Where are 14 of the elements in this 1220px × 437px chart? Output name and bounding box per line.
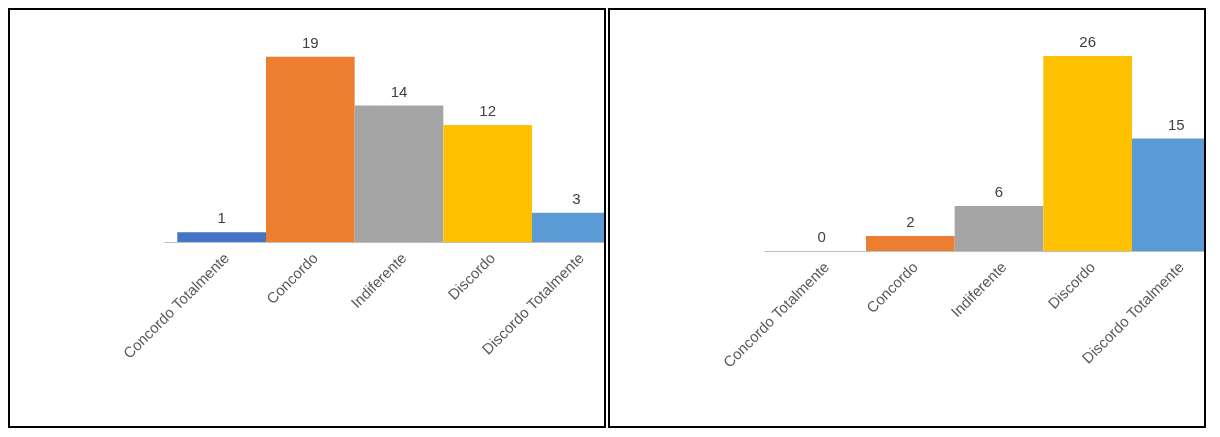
data-label: 19 bbox=[301, 33, 319, 51]
bar bbox=[177, 232, 266, 242]
data-label: 3 bbox=[572, 189, 581, 207]
data-label: 2 bbox=[906, 213, 915, 230]
data-label: 6 bbox=[994, 183, 1004, 200]
bar bbox=[354, 105, 444, 242]
data-label: 0 bbox=[817, 228, 826, 245]
data-label: 1 bbox=[217, 209, 226, 227]
bar bbox=[443, 125, 533, 242]
data-label: 15 bbox=[1168, 115, 1185, 133]
bar bbox=[265, 56, 355, 242]
data-label: 26 bbox=[1079, 33, 1097, 50]
data-label: 14 bbox=[390, 82, 408, 100]
data-label: 12 bbox=[479, 102, 497, 119]
